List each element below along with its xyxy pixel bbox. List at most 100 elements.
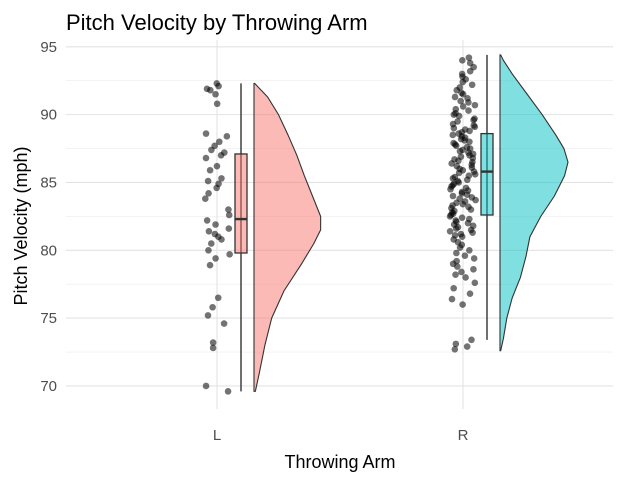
data-point [450,111,458,118]
data-point [202,382,210,390]
data-point [459,301,466,308]
plot-marks [202,54,569,395]
data-point [213,184,220,192]
data-point [453,263,461,270]
data-point [214,294,222,302]
data-point [462,274,469,281]
data-point [453,249,460,257]
data-point [209,344,217,352]
data-point [459,103,467,110]
data-point [224,388,232,395]
y-tick-label: 80 [40,242,57,259]
data-point [226,251,233,258]
data-point [207,86,214,94]
data-point [459,57,466,64]
data-point [448,160,455,167]
data-point [455,112,463,120]
data-point [468,81,476,89]
data-point [206,166,214,174]
density-R [499,54,569,352]
data-point [203,217,211,224]
data-point [208,240,215,247]
data-point [472,196,479,204]
data-point [467,206,475,213]
data-point [452,340,460,348]
data-point [446,227,454,235]
data-point [458,233,466,241]
data-point [466,127,473,135]
data-point [208,146,215,154]
y-axis-ticks: 70 75 80 85 90 95 [40,39,57,395]
data-point [451,93,459,101]
data-point [209,339,217,346]
box-R [480,132,494,216]
data-point [458,190,466,197]
data-point [220,320,228,327]
data-point [463,343,471,350]
data-point [470,265,477,273]
data-point [218,175,225,182]
data-point [448,295,456,303]
data-point [450,124,458,132]
data-point [459,200,467,208]
data-point [457,97,464,105]
data-point [471,171,479,178]
data-point [456,244,464,251]
data-point [446,213,454,220]
data-point [469,229,476,236]
data-point [205,190,212,197]
y-tick-label: 75 [40,310,57,327]
data-point [225,211,233,219]
data-point [470,116,477,124]
data-point [471,101,479,109]
data-point [452,225,460,232]
data-point [455,157,462,165]
data-point [471,123,479,131]
data-point [455,169,463,177]
data-point [212,90,219,98]
data-point [471,279,479,287]
data-point [202,154,210,162]
density-L [253,82,322,392]
data-point [451,346,459,353]
data-point [202,130,210,137]
x-axis-title: Throwing Arm [284,452,395,472]
data-point [206,261,214,269]
data-point [465,54,473,61]
data-point [212,255,219,262]
data-point [458,268,465,276]
data-point [202,195,209,203]
y-tick-label: 90 [40,107,57,124]
data-point [458,214,466,222]
data-point [452,271,459,278]
data-point [204,312,212,319]
data-point [223,133,231,140]
data-point [204,177,212,185]
data-point [459,90,467,98]
data-point [205,246,212,254]
data-point [225,225,233,232]
y-tick-label: 95 [40,39,57,56]
y-tick-label: 70 [40,378,57,395]
data-point [453,86,461,94]
data-point [212,221,219,228]
data-point [463,176,471,184]
x-tick-label: R [458,427,469,444]
data-point [465,99,472,106]
data-point [466,138,473,146]
data-point [213,162,221,170]
data-point [466,67,474,75]
x-tick-label: L [213,427,221,444]
data-point [449,131,457,139]
data-point [468,336,475,344]
data-point [459,78,467,86]
data-point [461,252,469,259]
data-point [466,246,473,254]
data-point [225,206,232,213]
data-point [470,255,478,262]
box-L [234,153,248,254]
data-point [217,152,225,159]
data-point [205,227,213,235]
